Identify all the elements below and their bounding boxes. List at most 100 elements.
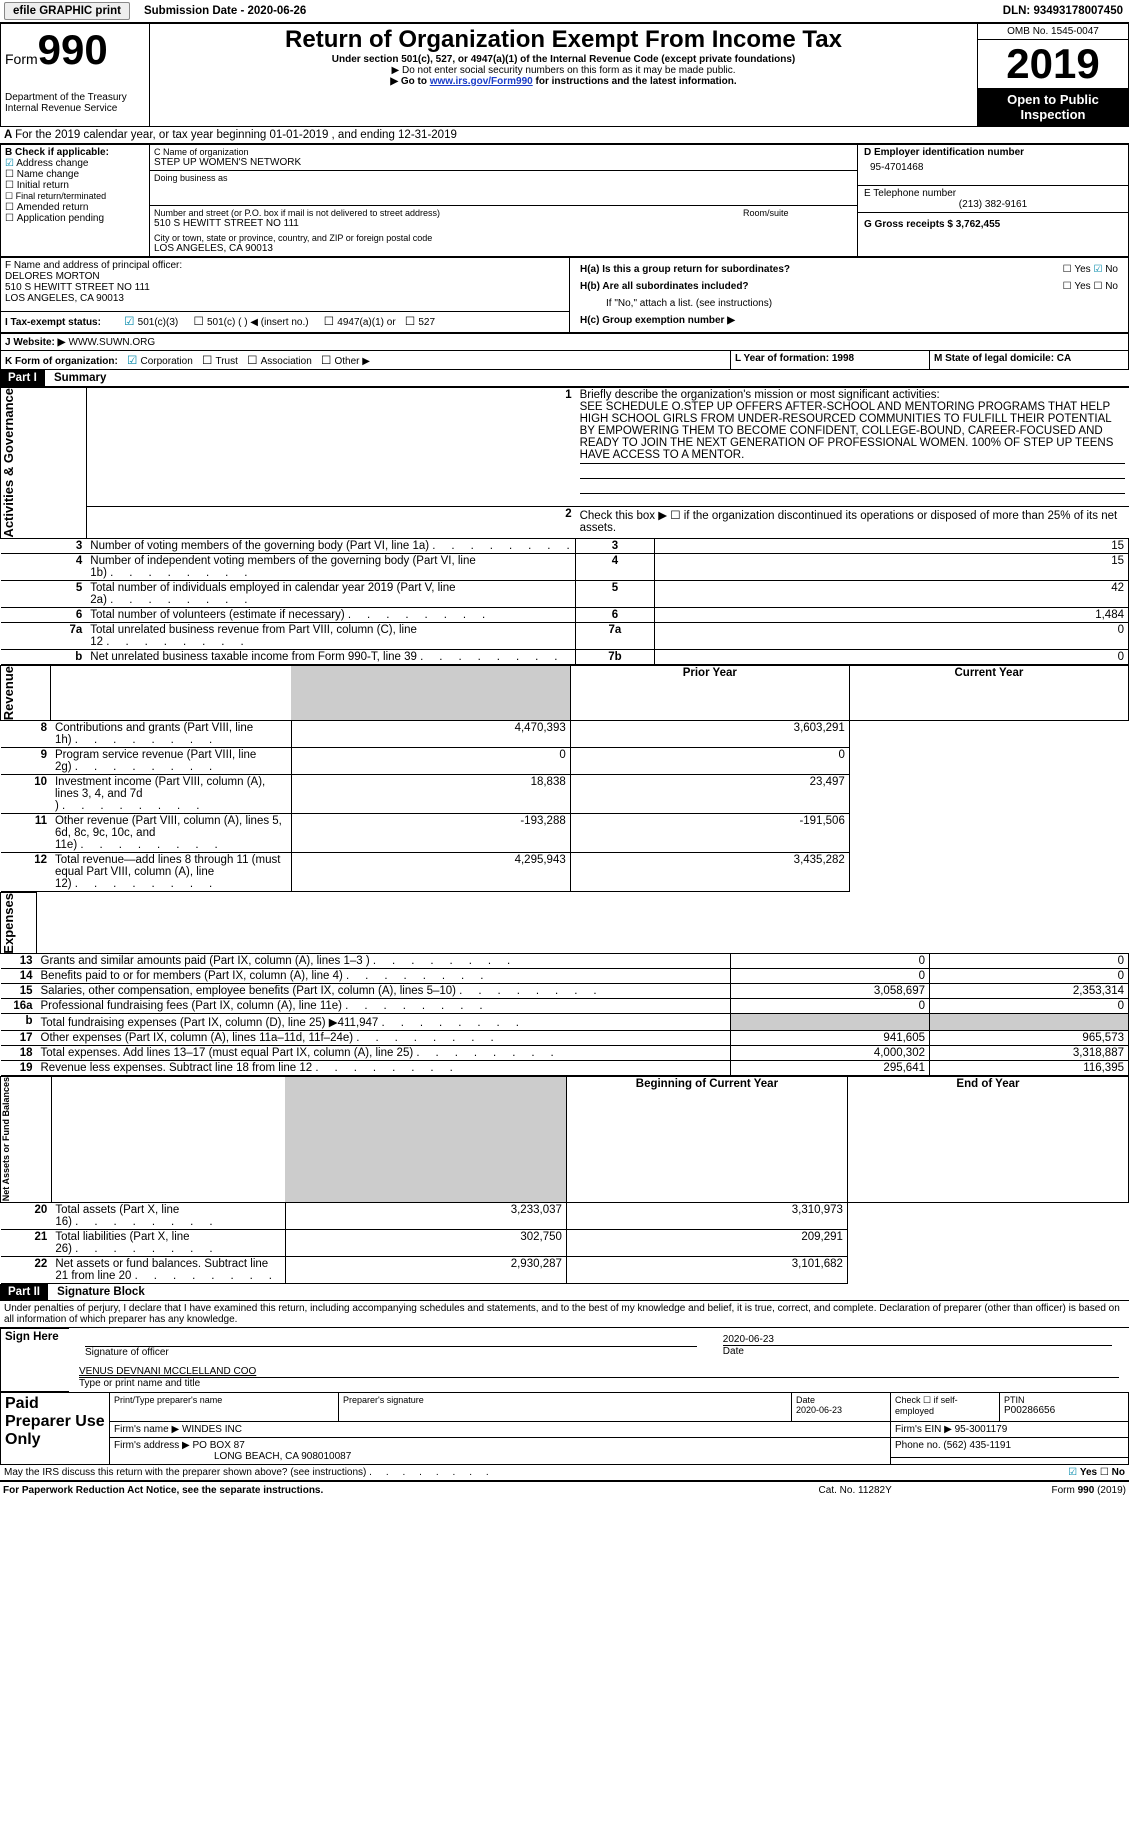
prep-sig-label: Preparer's signature xyxy=(343,1395,787,1405)
ha-no[interactable]: No xyxy=(1105,264,1118,275)
hb-note: If "No," attach a list. (see instruction… xyxy=(576,296,1122,311)
irs-link[interactable]: www.irs.gov/Form990 xyxy=(430,76,533,87)
hc-label: H(c) Group exemption number ▶ xyxy=(576,313,1122,328)
dln-label: DLN: 93493178007450 xyxy=(1003,5,1129,17)
discuss-no[interactable]: No xyxy=(1112,1467,1125,1478)
chk-trust[interactable]: Trust xyxy=(215,356,237,367)
i-label: I Tax-exempt status: xyxy=(5,317,101,328)
q1-text: Briefly describe the organization's miss… xyxy=(580,389,940,401)
chk-501c[interactable]: 501(c) ( ) ◀ (insert no.) xyxy=(207,317,309,328)
ptin-label: PTIN xyxy=(1004,1395,1124,1405)
paid-preparer: Paid Preparer Use Only xyxy=(1,1392,110,1464)
chk-address-change[interactable]: Address change xyxy=(5,158,145,169)
form-label: Form xyxy=(5,51,38,67)
officer-addr2: LOS ANGELES, CA 90013 xyxy=(5,293,565,304)
officer-addr1: 510 S HEWITT STREET NO 111 xyxy=(5,282,565,293)
form-title: Return of Organization Exempt From Incom… xyxy=(154,26,973,54)
chk-initial-return[interactable]: Initial return xyxy=(5,180,145,191)
efile-print-button[interactable]: efile GRAPHIC print xyxy=(4,2,130,20)
footer-form: Form 990 (2019) xyxy=(946,1484,1127,1497)
k-label: K Form of organization: xyxy=(5,356,118,367)
side-netassets: Net Assets or Fund Balances xyxy=(1,1077,11,1201)
side-revenue: Revenue xyxy=(1,666,16,720)
tel-value: (213) 382-9161 xyxy=(864,199,1122,210)
check-self-employed[interactable]: Check ☐ if self-employed xyxy=(891,1392,1000,1421)
form-number: 990 xyxy=(38,26,108,73)
sig-officer-line: Signature of officer xyxy=(85,1346,697,1358)
tax-year: 2019 xyxy=(978,40,1128,88)
city-label: City or town, state or province, country… xyxy=(154,233,853,243)
phone-label: Phone no. xyxy=(895,1440,941,1451)
col-end: End of Year xyxy=(847,1077,1128,1202)
phone-val: (562) 435-1191 xyxy=(943,1440,1011,1451)
name-type-label: Type or print name and title xyxy=(79,1377,1119,1389)
prep-date-val: 2020-06-23 xyxy=(796,1405,886,1415)
ptin-val: P00286656 xyxy=(1004,1405,1124,1416)
hb-label: H(b) Are all subordinates included? xyxy=(580,281,749,292)
chk-501c3[interactable]: 501(c)(3) xyxy=(138,317,179,328)
website-value: WWW.SUWN.ORG xyxy=(69,337,156,348)
hb-yes[interactable]: Yes xyxy=(1074,281,1090,292)
part2-header: Part II xyxy=(0,1284,48,1300)
ein-label: D Employer identification number xyxy=(864,147,1122,158)
may-irs-discuss: May the IRS discuss this return with the… xyxy=(4,1467,489,1478)
form-subtitle: Under section 501(c), 527, or 4947(a)(1)… xyxy=(154,54,973,65)
chk-name-change[interactable]: Name change xyxy=(5,169,145,180)
chk-final-return[interactable]: Final return/terminated xyxy=(5,191,145,202)
side-governance: Activities & Governance xyxy=(1,388,16,538)
box-b-title: B Check if applicable: xyxy=(5,147,145,158)
col-begin: Beginning of Current Year xyxy=(566,1077,847,1202)
addr-value: 510 S HEWITT STREET NO 111 xyxy=(154,218,735,229)
sig-date-label: Date xyxy=(723,1345,1112,1357)
q2-text: Check this box ▶ ☐ if the organization d… xyxy=(576,507,1129,538)
gross-receipts: G Gross receipts $ 3,762,455 xyxy=(864,219,1000,230)
org-name: STEP UP WOMEN'S NETWORK xyxy=(154,157,853,168)
firm-addr: PO BOX 87 xyxy=(193,1440,245,1451)
prep-date-label: Date xyxy=(796,1395,886,1405)
sign-here: Sign Here xyxy=(1,1328,70,1391)
chk-assoc[interactable]: Association xyxy=(261,356,312,367)
dept-treasury: Department of the Treasury xyxy=(5,92,145,103)
tel-label: E Telephone number xyxy=(864,188,1122,199)
firm-ein: 95-3001179 xyxy=(955,1424,1008,1435)
hb-no[interactable]: No xyxy=(1105,281,1118,292)
q1-num: 1 xyxy=(86,388,575,507)
part1-title: Summary xyxy=(48,372,106,384)
discuss-yes[interactable]: Yes xyxy=(1080,1467,1097,1478)
sig-date-val: 2020-06-23 xyxy=(723,1334,1112,1345)
city-value: LOS ANGELES, CA 90013 xyxy=(154,243,853,254)
firm-addr2: LONG BEACH, CA 908010087 xyxy=(114,1451,886,1462)
m-domicile: M State of legal domicile: CA xyxy=(934,353,1071,364)
signer-name: VENUS DEVNANI MCCLELLAND COO xyxy=(79,1366,1119,1377)
chk-4947[interactable]: 4947(a)(1) or xyxy=(337,317,395,328)
ha-label: H(a) Is this a group return for subordin… xyxy=(580,264,790,275)
chk-other[interactable]: Other ▶ xyxy=(334,356,369,367)
chk-amended-return[interactable]: Amended return xyxy=(5,202,145,213)
l-year-formation: L Year of formation: 1998 xyxy=(735,353,854,364)
chk-527[interactable]: 527 xyxy=(418,317,435,328)
side-expenses: Expenses xyxy=(1,893,16,954)
c-name-label: C Name of organization xyxy=(154,147,853,157)
q1-body: SEE SCHEDULE O.STEP UP OFFERS AFTER-SCHO… xyxy=(580,401,1114,461)
chk-corp[interactable]: Corporation xyxy=(141,356,193,367)
chk-application-pending[interactable]: Application pending xyxy=(5,213,145,224)
addr-label: Number and street (or P.O. box if mail i… xyxy=(154,208,735,218)
note-goto-pre: Go to xyxy=(401,76,430,87)
dba-label: Doing business as xyxy=(154,173,853,183)
ein-value: 95-4701468 xyxy=(864,158,1122,183)
note-goto-post: for instructions and the latest informat… xyxy=(533,76,737,87)
perjury-decl: Under penalties of perjury, I declare th… xyxy=(0,1301,1129,1328)
firm-name-label: Firm's name ▶ xyxy=(114,1424,179,1435)
note-ssn: Do not enter social security numbers on … xyxy=(402,65,735,76)
ha-yes[interactable]: Yes xyxy=(1074,264,1090,275)
part2-title: Signature Block xyxy=(51,1286,145,1298)
f-label: F Name and address of principal officer: xyxy=(5,260,565,271)
officer-name: DELORES MORTON xyxy=(5,271,565,282)
col-current: Current Year xyxy=(849,665,1128,720)
col-prior: Prior Year xyxy=(570,665,849,720)
part1-header: Part I xyxy=(0,370,45,386)
firm-name: WINDES INC xyxy=(182,1424,242,1435)
submission-date-label: Submission Date - 2020-06-26 xyxy=(144,5,306,17)
room-label: Room/suite xyxy=(743,208,853,218)
omb-label: OMB No. 1545-0047 xyxy=(978,24,1128,40)
